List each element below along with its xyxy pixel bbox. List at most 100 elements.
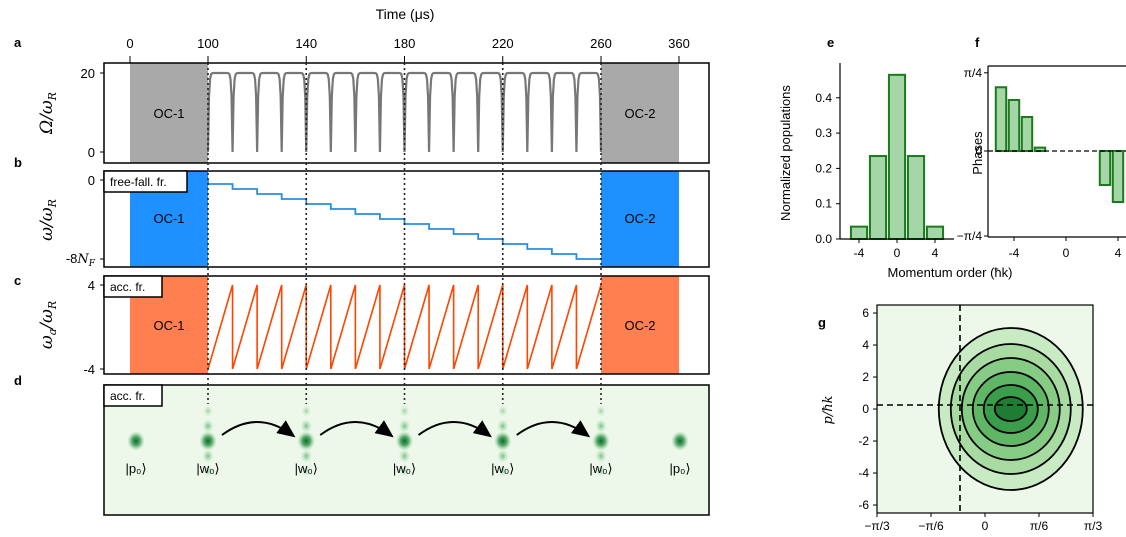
contour-rings bbox=[937, 327, 1084, 491]
oc2-block-b bbox=[601, 171, 679, 267]
e-ytick-label: 0.1 bbox=[815, 197, 832, 211]
atom-cloud bbox=[493, 431, 512, 451]
transfer-arrows bbox=[221, 420, 591, 438]
f-xtick-label: 0 bbox=[1063, 246, 1070, 260]
e-xtick-label: 0 bbox=[894, 246, 901, 260]
side-peak bbox=[203, 405, 213, 417]
e-ytick-label: 0.2 bbox=[815, 161, 832, 175]
state-label: |w₀⟩ bbox=[589, 461, 612, 476]
f-ytick-label: 0 bbox=[975, 144, 982, 158]
e-xtick-label: -4 bbox=[854, 246, 865, 260]
f-ylabel: Phases bbox=[970, 131, 985, 175]
oc1-label-b: OC-1 bbox=[153, 211, 184, 226]
transfer-arrow bbox=[319, 420, 394, 438]
side-peak bbox=[596, 465, 606, 477]
side-peak bbox=[497, 405, 508, 417]
f-yticks: π/4 0 −π/4 bbox=[957, 66, 988, 243]
frame-label-c: acc. fr. bbox=[110, 280, 145, 294]
panel-letter-f: f bbox=[975, 35, 980, 50]
side-peak bbox=[399, 405, 410, 417]
phase-bars bbox=[994, 86, 1125, 203]
e-ytick-label: 0.3 bbox=[815, 126, 832, 140]
side-peak bbox=[398, 419, 411, 433]
time-tick-label: 360 bbox=[668, 36, 690, 51]
ylabel-c: ωa/ωR bbox=[37, 301, 59, 349]
g-xtick-label: −π/6 bbox=[918, 519, 944, 533]
state-label: |w₀⟩ bbox=[491, 461, 514, 476]
e-xtick-label: 4 bbox=[932, 246, 939, 260]
oc2-label-a: OC-2 bbox=[624, 106, 655, 121]
side-peak bbox=[301, 405, 312, 417]
frame-label-box-b bbox=[103, 170, 188, 193]
panel-letter-c: c bbox=[14, 273, 21, 288]
g-ytick-label: 2 bbox=[862, 370, 869, 384]
transfer-arrow bbox=[417, 420, 492, 438]
atom-cloud bbox=[592, 431, 610, 451]
frame-label-box-d bbox=[103, 384, 163, 407]
frame-label-d: acc. fr. bbox=[110, 389, 145, 403]
side-peak bbox=[202, 419, 214, 433]
g-ytick-label: -6 bbox=[858, 498, 869, 512]
g-yticks: 6 4 2 0 -2 -4 -6 bbox=[858, 306, 877, 512]
oc1-block-a bbox=[130, 63, 208, 163]
e-ytick-label: 0.4 bbox=[815, 91, 832, 105]
atom-cloud bbox=[127, 431, 145, 451]
g-ytick-label: 4 bbox=[862, 338, 869, 352]
side-peak bbox=[496, 449, 509, 463]
f-xticks: -4 0 4 bbox=[1009, 237, 1122, 260]
g-xtick-label: π/3 bbox=[1084, 519, 1103, 533]
side-peak bbox=[496, 419, 509, 433]
f-xtick-label: 4 bbox=[1115, 246, 1122, 260]
f-ytick-label: −π/4 bbox=[957, 229, 983, 243]
time-tick-label: 100 bbox=[197, 36, 219, 51]
phase-bar bbox=[1020, 116, 1034, 152]
population-bar bbox=[849, 225, 869, 240]
oc2-label-b: OC-2 bbox=[624, 211, 655, 226]
oc1-label-a: OC-1 bbox=[153, 106, 184, 121]
g-ytick-label: -2 bbox=[858, 434, 869, 448]
atom-cloud bbox=[199, 431, 217, 451]
panel-c-frequency-accelerated: acc. fr. OC-1 OC-2 4 -4 ωa/ωR bbox=[37, 275, 710, 377]
g-ytick-label: -4 bbox=[858, 466, 869, 480]
side-peak bbox=[595, 419, 607, 433]
g-xticks: −π/3 −π/6 0 π/6 π/3 bbox=[864, 513, 1102, 533]
side-peak bbox=[202, 449, 214, 463]
panel-d-atom-images: |p₀⟩ |w₀⟩ |w₀⟩ |w₀⟩ |w₀⟩ |w₀⟩ |p₀⟩ acc. fr. bbox=[103, 384, 710, 516]
sawtooth-ramps bbox=[207, 284, 602, 370]
time-axis-label: Time (μs) bbox=[376, 6, 435, 22]
atom-cloud bbox=[671, 431, 689, 451]
side-peak bbox=[300, 449, 313, 463]
ytick-a-0: 0 bbox=[88, 145, 95, 160]
panel-b-frame bbox=[103, 170, 710, 268]
population-bar bbox=[906, 155, 926, 240]
side-peak bbox=[595, 449, 607, 463]
time-axis-ticks: 0 100 140 180 220 260 360 bbox=[126, 36, 690, 63]
state-label: |w₀⟩ bbox=[393, 461, 416, 476]
side-peak bbox=[300, 419, 313, 433]
e-xticks: -4 0 4 bbox=[854, 239, 939, 260]
atom-cloud bbox=[395, 431, 414, 451]
panel-b-frequency-free-fall: free-fall. fr. OC-1 OC-2 0 -8NF ω/ωR bbox=[37, 170, 710, 269]
transfer-arrow bbox=[221, 420, 296, 438]
panel-a-rabi-frequency: OC-1 OC-2 20 0 Ω/ωR bbox=[37, 62, 710, 164]
shared-xlabel: Momentum order (ħk) bbox=[888, 265, 1013, 280]
state-label: |p₀⟩ bbox=[669, 461, 690, 476]
panel-letter-e: e bbox=[827, 35, 834, 50]
population-bar bbox=[887, 73, 907, 240]
panel-letter-d: d bbox=[14, 373, 22, 388]
time-tick-label: 0 bbox=[126, 36, 133, 51]
oc2-block-c bbox=[601, 276, 679, 374]
state-label: |w₀⟩ bbox=[295, 461, 318, 476]
phase-bar bbox=[1007, 99, 1021, 152]
f-ytick-label: π/4 bbox=[964, 66, 983, 80]
state-label: |p₀⟩ bbox=[125, 461, 146, 476]
time-tick-label: 220 bbox=[492, 36, 514, 51]
pulse-train bbox=[206, 71, 603, 153]
ytick-a-20: 20 bbox=[81, 66, 95, 81]
panel-f-phases: π/4 0 −π/4 -4 0 4 Phases bbox=[957, 65, 1126, 260]
e-ylabel: Normalized populations bbox=[778, 85, 793, 221]
side-peak bbox=[596, 405, 606, 417]
panel-letter-a: a bbox=[14, 35, 22, 50]
g-xtick-label: π/6 bbox=[1030, 519, 1049, 533]
